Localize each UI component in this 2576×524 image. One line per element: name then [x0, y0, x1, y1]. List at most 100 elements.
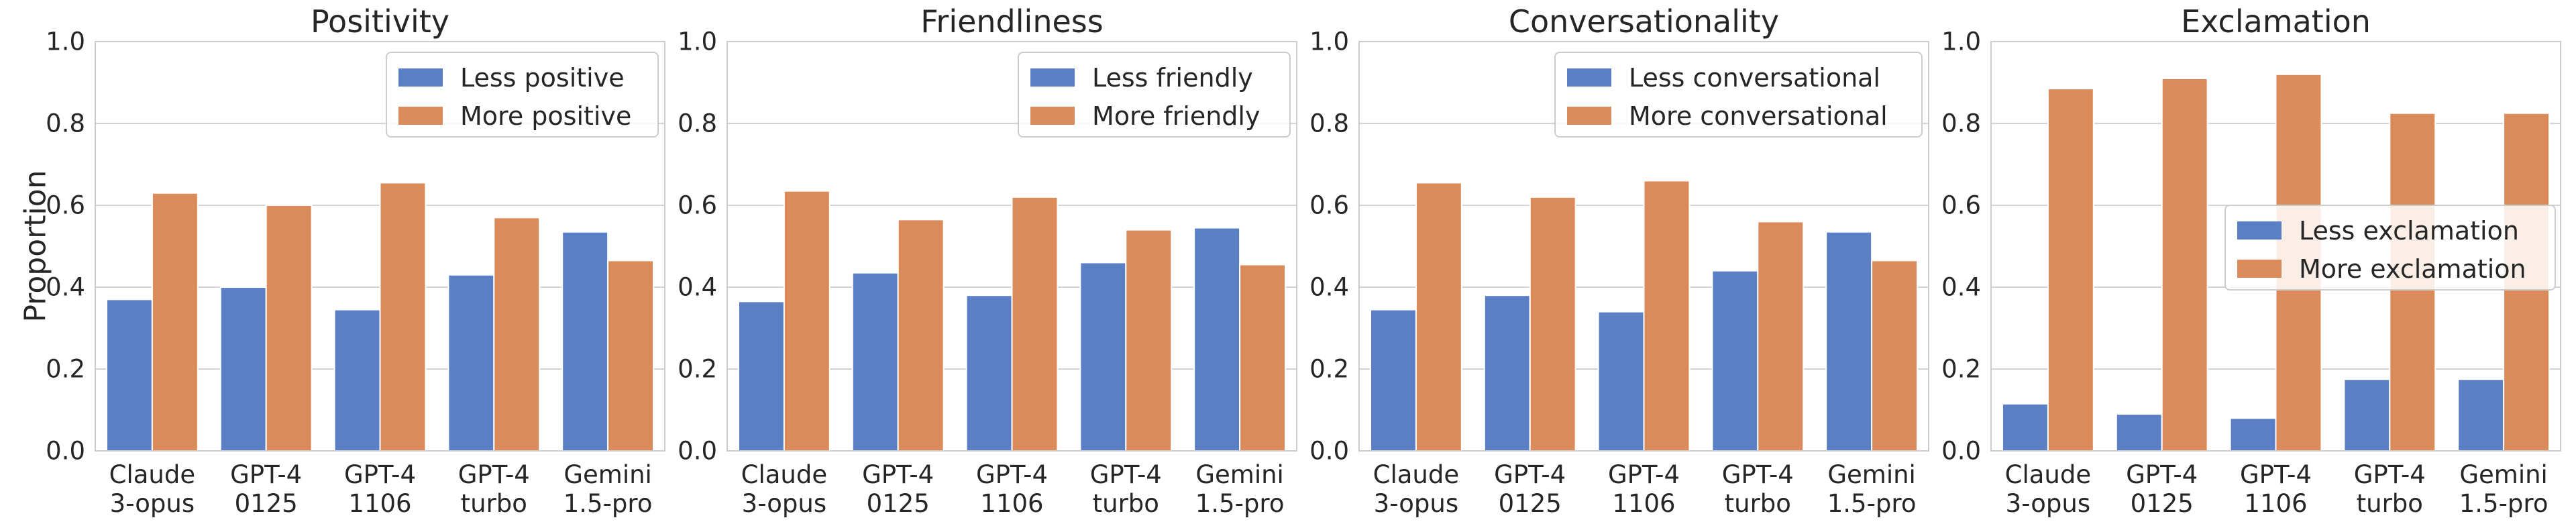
legend: Less friendly More friendly [1018, 52, 1291, 138]
bar-less-1 [2001, 403, 2049, 452]
bar-more-5 [1871, 260, 1919, 452]
bar-less-5 [561, 231, 609, 452]
bar-more-1 [151, 192, 199, 452]
y-tick-label: 0.4 [678, 273, 717, 302]
legend-label: More friendly [1092, 101, 1260, 131]
x-tick-label: GPT-4 turbo [458, 460, 530, 518]
legend-label: More exclamation [2299, 254, 2526, 284]
legend-label: More positive [460, 101, 631, 131]
bar-more-3 [379, 182, 427, 452]
y-tick-label: 0.4 [46, 273, 85, 302]
legend: Less exclamation More exclamation [2224, 205, 2556, 291]
x-tick-label: GPT-4 1106 [976, 460, 1048, 518]
x-tick-label: Claude 3-opus [741, 460, 828, 518]
legend-swatch [398, 107, 443, 125]
x-tick-label: GPT-4 1106 [2240, 460, 2312, 518]
bar-less-5 [2457, 378, 2505, 452]
bar-more-5 [607, 260, 655, 452]
y-tick-label: 1.0 [1941, 28, 1981, 56]
x-tick-label: GPT-4 1106 [1608, 460, 1680, 518]
bar-less-3 [333, 309, 381, 452]
chart-panel-1: 0.0 0.2 0.4 0.6 0.8 1.0 Claude 3-opus GPT-4 0125 G… [46, 3, 665, 518]
bar-less-5 [1825, 231, 1873, 452]
x-tick-label: GPT-4 0125 [862, 460, 934, 518]
y-tick-label: 0.6 [46, 191, 85, 220]
x-tick-label: Claude 3-opus [2005, 460, 2092, 518]
y-tick-label: 0.6 [1309, 191, 1349, 220]
x-tick-label: GPT-4 0125 [2126, 460, 2198, 518]
bar-less-3 [1597, 311, 1645, 452]
y-tick-label: 0.8 [1309, 109, 1349, 138]
legend: Less conversational More conversational [1554, 52, 1923, 138]
bar-more-2 [1529, 196, 1576, 452]
legend-swatch [398, 68, 443, 87]
y-tick-label: 0.8 [1941, 109, 1981, 138]
bar-more-1 [783, 190, 830, 452]
y-tick-label: 0.4 [1941, 273, 1981, 302]
bar-less-2 [2115, 413, 2163, 452]
y-tick-label: 1.0 [46, 28, 85, 56]
y-tick-label: 0.6 [1941, 191, 1981, 220]
legend-swatch [2237, 221, 2282, 240]
legend-label: More conversational [1629, 101, 1888, 131]
x-tick-label: GPT-4 turbo [1090, 460, 1162, 518]
bar-less-4 [1079, 262, 1127, 452]
chart-panel-2: 0.0 0.2 0.4 0.6 0.8 1.0 Claude 3-opus GPT-4 0125 G… [678, 3, 1297, 518]
legend-box [386, 52, 659, 138]
chart-panel-3: 0.0 0.2 0.4 0.6 0.8 1.0 Claude 3-opus GPT-4 0125 G… [1309, 3, 1929, 518]
y-tick-label: 0.0 [678, 437, 717, 466]
legend: Less positive More positive [386, 52, 659, 138]
bar-more-2 [2161, 77, 2208, 452]
x-tick-label: Gemini 1.5-pro [2459, 460, 2548, 518]
y-tick-label: 1.0 [678, 28, 717, 56]
bar-less-4 [2343, 378, 2391, 452]
x-tick-label: GPT-4 turbo [1722, 460, 1794, 518]
bar-less-4 [447, 274, 495, 452]
y-tick-label: 0.4 [1309, 273, 1349, 302]
bar-more-3 [1643, 180, 1690, 452]
y-tick-label: 0.0 [46, 437, 85, 466]
bar-less-2 [1483, 295, 1531, 452]
x-tick-label: Claude 3-opus [1373, 460, 1460, 518]
bar-more-5 [1239, 264, 1287, 452]
x-tick-label: GPT-4 0125 [1494, 460, 1566, 518]
chart-title: Friendliness [920, 3, 1103, 40]
legend-label: Less exclamation [2299, 216, 2519, 246]
y-tick-label: 0.2 [1309, 355, 1349, 384]
x-tick-label: Claude 3-opus [109, 460, 196, 518]
plot-frame [1358, 41, 1929, 452]
bar-more-4 [493, 217, 541, 452]
y-tick-label: 0.6 [678, 191, 717, 220]
legend-box [1018, 52, 1291, 138]
bar-more-3 [1011, 196, 1059, 452]
chart-title: Conversationality [1509, 3, 1779, 40]
chart-panel-4: 0.0 0.2 0.4 0.6 0.8 1.0 Claude 3-opus GPT-4 0125 G… [1941, 3, 2561, 518]
y-tick-label: 1.0 [1309, 28, 1349, 56]
y-tick-label: 0.2 [46, 355, 85, 384]
bar-less-3 [965, 295, 1013, 452]
bar-more-4 [1125, 229, 1173, 452]
x-tick-label: Gemini 1.5-pro [564, 460, 653, 518]
x-tick-label: GPT-4 0125 [230, 460, 302, 518]
y-tick-label: 0.2 [1941, 355, 1981, 384]
legend-swatch [1030, 107, 1075, 125]
legend-swatch [1030, 68, 1075, 87]
bar-less-3 [2229, 417, 2277, 452]
chart-title: Exclamation [2181, 3, 2371, 40]
legend-box [2224, 205, 2556, 291]
bar-less-5 [1193, 227, 1241, 452]
legend-swatch [1567, 107, 1611, 125]
x-tick-label: Gemini 1.5-pro [1827, 460, 1917, 518]
y-tick-label: 0.8 [678, 109, 717, 138]
bar-less-1 [1369, 309, 1417, 452]
bar-more-4 [1757, 221, 1805, 452]
x-tick-label: Gemini 1.5-pro [1195, 460, 1285, 518]
y-axis-label: Proportion [19, 170, 53, 322]
bar-more-1 [2047, 88, 2094, 452]
y-tick-label: 0.0 [1941, 437, 1981, 466]
plot-frame [727, 41, 1297, 452]
bar-less-1 [737, 301, 785, 452]
chart-title: Positivity [311, 3, 449, 40]
bar-less-2 [219, 286, 267, 452]
